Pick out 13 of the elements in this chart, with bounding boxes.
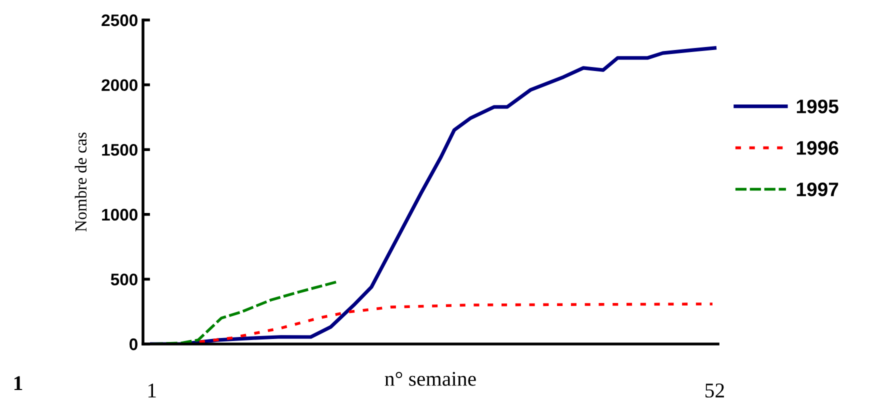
y-tick-label: 2500 bbox=[102, 14, 138, 26]
y-tick-label: 1500 bbox=[102, 144, 138, 156]
legend-label: 1995 bbox=[796, 100, 838, 114]
x-axis-title: n° semaine bbox=[384, 372, 476, 386]
line-series bbox=[150, 46, 716, 344]
y-axis-title: Nombre de cas bbox=[74, 132, 87, 232]
legend-label: 1997 bbox=[796, 182, 838, 196]
y-tick-label: 2000 bbox=[102, 79, 138, 92]
y-tick-label: 1000 bbox=[102, 208, 138, 221]
legend-label: 1996 bbox=[796, 141, 838, 155]
y-tick-label: 0 bbox=[130, 338, 138, 350]
y-tick-label: 500 bbox=[110, 274, 138, 286]
x-tick-label: 52 bbox=[705, 384, 724, 398]
